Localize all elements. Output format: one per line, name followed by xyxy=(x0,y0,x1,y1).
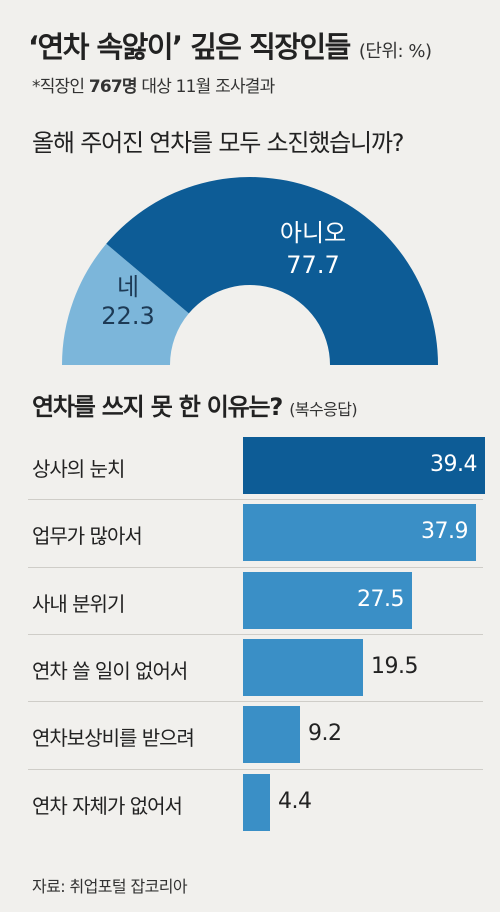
bar-value: 27.5 xyxy=(357,586,404,612)
slice-label: 네 xyxy=(117,273,139,301)
category-label: 연차 자체가 없어서 xyxy=(32,793,183,818)
row-divider xyxy=(28,701,483,703)
subtitle-count: 767명 xyxy=(88,77,138,97)
category-label: 업무가 많아서 xyxy=(32,524,143,549)
slice-yes xyxy=(62,243,189,365)
slice-label: 아니오 xyxy=(280,219,346,247)
category-label: 연차보상비를 받으려 xyxy=(32,726,195,751)
bar xyxy=(243,706,300,764)
half-donut-chart: 네22.3 아니오 77.7 xyxy=(62,177,438,365)
subtitle: *직장인 767명 대상 11월 조사결과 xyxy=(32,72,275,97)
slice-no xyxy=(106,177,438,365)
category-label: 연차 쓸 일이 없어서 xyxy=(32,658,188,683)
slice-value: 22.3 xyxy=(101,302,154,330)
subtitle-suffix: 대상 11월 조사결과 xyxy=(136,77,275,97)
unit-label: (단위: %) xyxy=(358,41,432,62)
row-divider xyxy=(28,566,483,568)
bar-value: 19.5 xyxy=(371,653,418,679)
slice-value: 77.7 xyxy=(286,251,339,279)
bar-value: 9.2 xyxy=(308,721,342,747)
row-divider xyxy=(28,499,483,501)
category-label: 상사의 눈치 xyxy=(32,457,125,481)
multiple-response-note: (복수응답) xyxy=(289,400,358,419)
bar xyxy=(243,571,412,629)
bar xyxy=(243,638,363,696)
bar xyxy=(243,773,270,831)
bar-value: 39.4 xyxy=(430,452,477,477)
bar xyxy=(243,504,476,562)
bar-chart-question: 연차를 쓰지 못 한 이유는? xyxy=(32,393,283,421)
page-title: ‘연차 속앓이’ 깊은 직장인들 xyxy=(28,30,351,64)
row-divider xyxy=(28,768,483,770)
bar-value: 4.4 xyxy=(278,788,312,814)
row-divider xyxy=(28,633,483,635)
source-note: 자료: 취업포털 잡코리아 xyxy=(32,877,188,896)
category-label: 사내 분위기 xyxy=(32,591,125,616)
subtitle-prefix: *직장인 xyxy=(32,77,89,97)
bar-chart-title: 연차를 쓰지 못 한 이유는? (복수응답) xyxy=(32,387,358,422)
bar xyxy=(243,437,485,494)
donut-chart-title: 올해 주어진 연차를 모두 소진했습니까? xyxy=(32,129,405,157)
bar-value: 37.9 xyxy=(421,519,468,545)
header: ‘연차 속앓이’ 깊은 직장인들 (단위: %) xyxy=(28,24,432,66)
